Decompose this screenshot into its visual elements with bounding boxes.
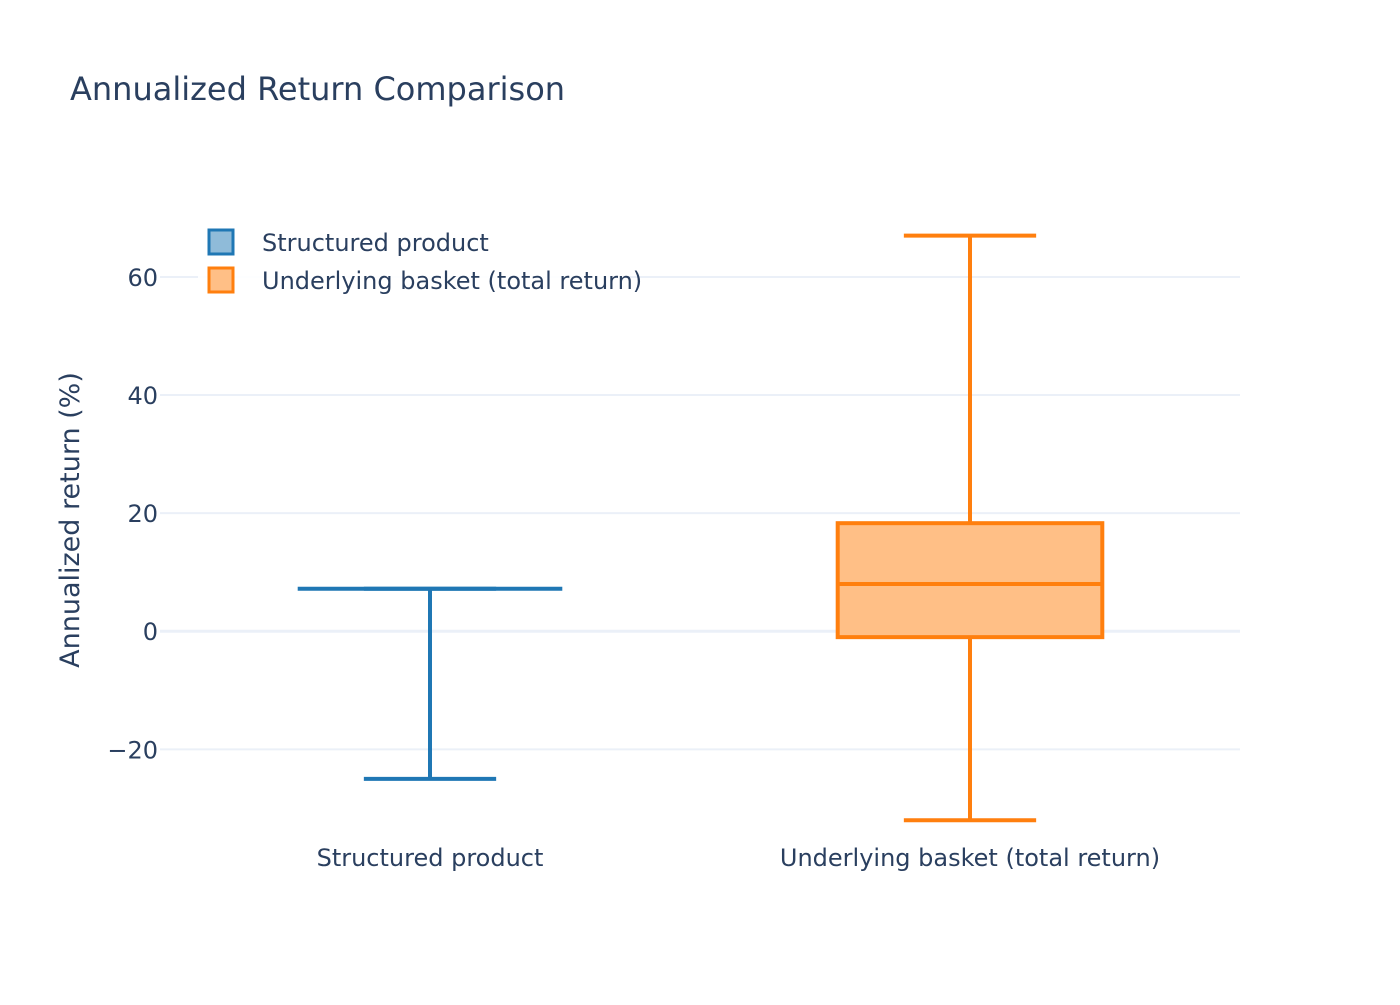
legend-swatch: [207, 266, 235, 294]
legend-background: [198, 222, 624, 302]
y-tick-label: 60: [127, 264, 158, 292]
x-tick-label: Underlying basket (total return): [780, 844, 1160, 872]
box-series: [297, 233, 1105, 823]
y-axis-ticks: −20 0 20 40 60: [107, 264, 158, 764]
legend-label: Structured product: [262, 229, 489, 257]
y-tick-label: 20: [127, 500, 158, 528]
chart-title: Annualized Return Comparison: [70, 70, 565, 108]
x-axis-ticks: Structured product Underlying basket (tot…: [317, 844, 1161, 872]
y-tick-label: −20: [107, 736, 158, 764]
box-structured-product[interactable]: [297, 586, 563, 781]
box-underlying-basket[interactable]: [835, 233, 1105, 823]
y-tick-label: 40: [127, 382, 158, 410]
legend-item[interactable]: Structured product: [207, 228, 489, 257]
legend-label: Underlying basket (total return): [262, 267, 642, 295]
gridlines: [160, 275, 1240, 751]
y-axis-title: Annualized return (%): [55, 372, 86, 668]
legend[interactable]: Structured product Underlying basket (tot…: [198, 222, 642, 302]
legend-swatch: [207, 228, 235, 256]
y-tick-label: 0: [143, 618, 158, 646]
x-tick-label: Structured product: [317, 844, 544, 872]
iqr-box: [835, 521, 1105, 640]
legend-item[interactable]: Underlying basket (total return): [207, 266, 642, 295]
